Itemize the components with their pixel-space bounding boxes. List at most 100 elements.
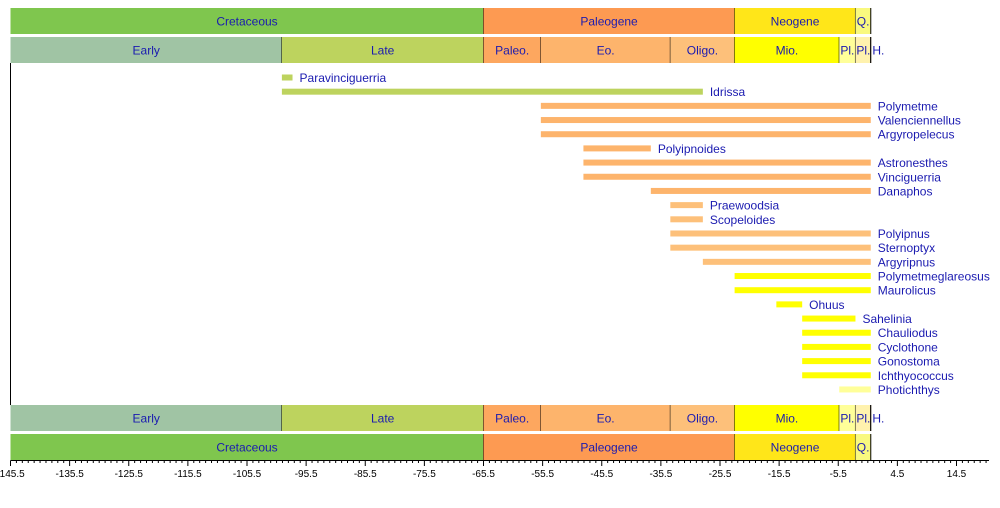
period-label: Cretaceous: [216, 441, 277, 455]
taxon-bar: [281, 74, 293, 81]
period-label: Cretaceous: [216, 15, 277, 29]
epoch-label: Pl.: [840, 44, 854, 58]
taxon-label: Idrissa: [710, 85, 746, 99]
x-tick-label: -115.5: [174, 469, 202, 480]
epoch-label: Mio.: [776, 44, 799, 58]
period-band: [734, 434, 856, 460]
period-label: Neogene: [771, 441, 820, 455]
epoch-label: H.: [872, 412, 884, 426]
period-label: Neogene: [771, 15, 820, 29]
epoch-band: [483, 37, 541, 63]
period-band: [483, 8, 735, 34]
taxon-label: Praewoodsia: [710, 199, 780, 213]
taxon-bar: [802, 372, 871, 379]
taxon-label: Gonostoma: [878, 355, 940, 369]
taxon-label: Polymetme: [878, 99, 938, 113]
epoch-label: Pl.: [840, 412, 854, 426]
x-tick-label: -75.5: [413, 469, 436, 480]
taxon-bar: [670, 202, 703, 209]
epoch-label: Eo.: [597, 412, 615, 426]
period-label: Paleogene: [580, 15, 638, 29]
epoch-label: Oligo.: [687, 412, 718, 426]
x-tick-label: 4.5: [890, 469, 904, 480]
taxon-bar: [802, 343, 871, 350]
taxon-bar: [802, 329, 871, 336]
epoch-band: [855, 37, 871, 63]
taxon-label: Danaphos: [878, 184, 933, 198]
taxon-bar: [734, 287, 871, 294]
epoch-label: Mio.: [776, 412, 799, 426]
epoch-band: [670, 405, 735, 431]
epoch-band: [281, 405, 484, 431]
period-label: Paleogene: [580, 441, 638, 455]
epoch-label: Late: [371, 44, 395, 58]
period-band: [10, 8, 484, 34]
taxon-label: Ohuus: [809, 298, 844, 312]
period-label: Q.: [857, 441, 870, 455]
epoch-label: Pl.: [856, 44, 870, 58]
taxon-bar: [670, 244, 871, 251]
x-tick-label: -95.5: [295, 469, 318, 480]
taxon-label: Paravinciguerria: [300, 71, 387, 85]
taxon-bar: [670, 216, 703, 223]
epoch-band: [839, 405, 856, 431]
x-tick-label: -45.5: [590, 469, 613, 480]
taxon-label: Maurolicus: [878, 284, 936, 298]
x-tick-label: -85.5: [354, 469, 377, 480]
taxon-bar: [839, 386, 871, 393]
x-tick-label: -65.5: [472, 469, 495, 480]
taxon-label: Ichthyococcus: [878, 369, 954, 383]
epoch-band: [855, 405, 871, 431]
taxon-bar: [281, 88, 703, 95]
epoch-band: [10, 37, 282, 63]
x-tick-label: -25.5: [709, 469, 732, 480]
epoch-band: [670, 37, 735, 63]
taxon-label: Sternoptyx: [878, 241, 935, 255]
taxon-label: Chauliodus: [878, 326, 938, 340]
epoch-label: Paleo.: [495, 412, 529, 426]
period-label: Q.: [857, 15, 870, 29]
x-tick-label: -5.5: [830, 469, 848, 480]
taxon-bar: [734, 273, 871, 280]
taxon-bar: [670, 230, 871, 237]
epoch-label: Early: [133, 44, 160, 58]
epoch-band: [483, 405, 541, 431]
taxon-bar: [776, 301, 803, 308]
x-tick-label: -35.5: [649, 469, 672, 480]
taxon-bar: [583, 173, 871, 180]
taxon-label: Polyipnus: [878, 227, 930, 241]
x-tick-label: 14.5: [947, 469, 967, 480]
period-band: [855, 434, 871, 460]
taxon-label: Sahelinia: [862, 312, 912, 326]
x-tick-label: -145.5: [0, 469, 25, 480]
period-band: [855, 8, 871, 34]
epoch-band: [10, 405, 282, 431]
epoch-label: Pl.: [856, 412, 870, 426]
taxon-label: Cyclothone: [878, 340, 938, 354]
epoch-band: [734, 37, 840, 63]
taxon-bar: [802, 358, 871, 365]
epoch-band: [839, 37, 856, 63]
taxon-bar: [583, 159, 871, 166]
epoch-band: [540, 37, 671, 63]
period-band: [483, 434, 735, 460]
x-tick-label: -125.5: [115, 469, 144, 480]
taxon-bar: [702, 258, 871, 265]
x-tick-label: -135.5: [55, 469, 84, 480]
epoch-label: Early: [133, 412, 160, 426]
x-tick-label: -105.5: [233, 469, 262, 480]
epoch-band: [281, 37, 484, 63]
taxon-bar: [540, 102, 871, 109]
taxon-label: Polymetmeglareosus: [878, 270, 990, 284]
taxon-bar: [540, 131, 871, 138]
taxon-bar: [540, 117, 871, 124]
epoch-label: Oligo.: [687, 44, 718, 58]
taxon-bar: [650, 187, 871, 194]
epoch-band: [540, 405, 671, 431]
taxon-label: Argyropelecus: [878, 128, 955, 142]
x-tick-label: -55.5: [531, 469, 554, 480]
epoch-label: H.: [872, 44, 884, 58]
taxon-label: Photichthys: [878, 383, 940, 397]
taxon-bar: [802, 315, 856, 322]
